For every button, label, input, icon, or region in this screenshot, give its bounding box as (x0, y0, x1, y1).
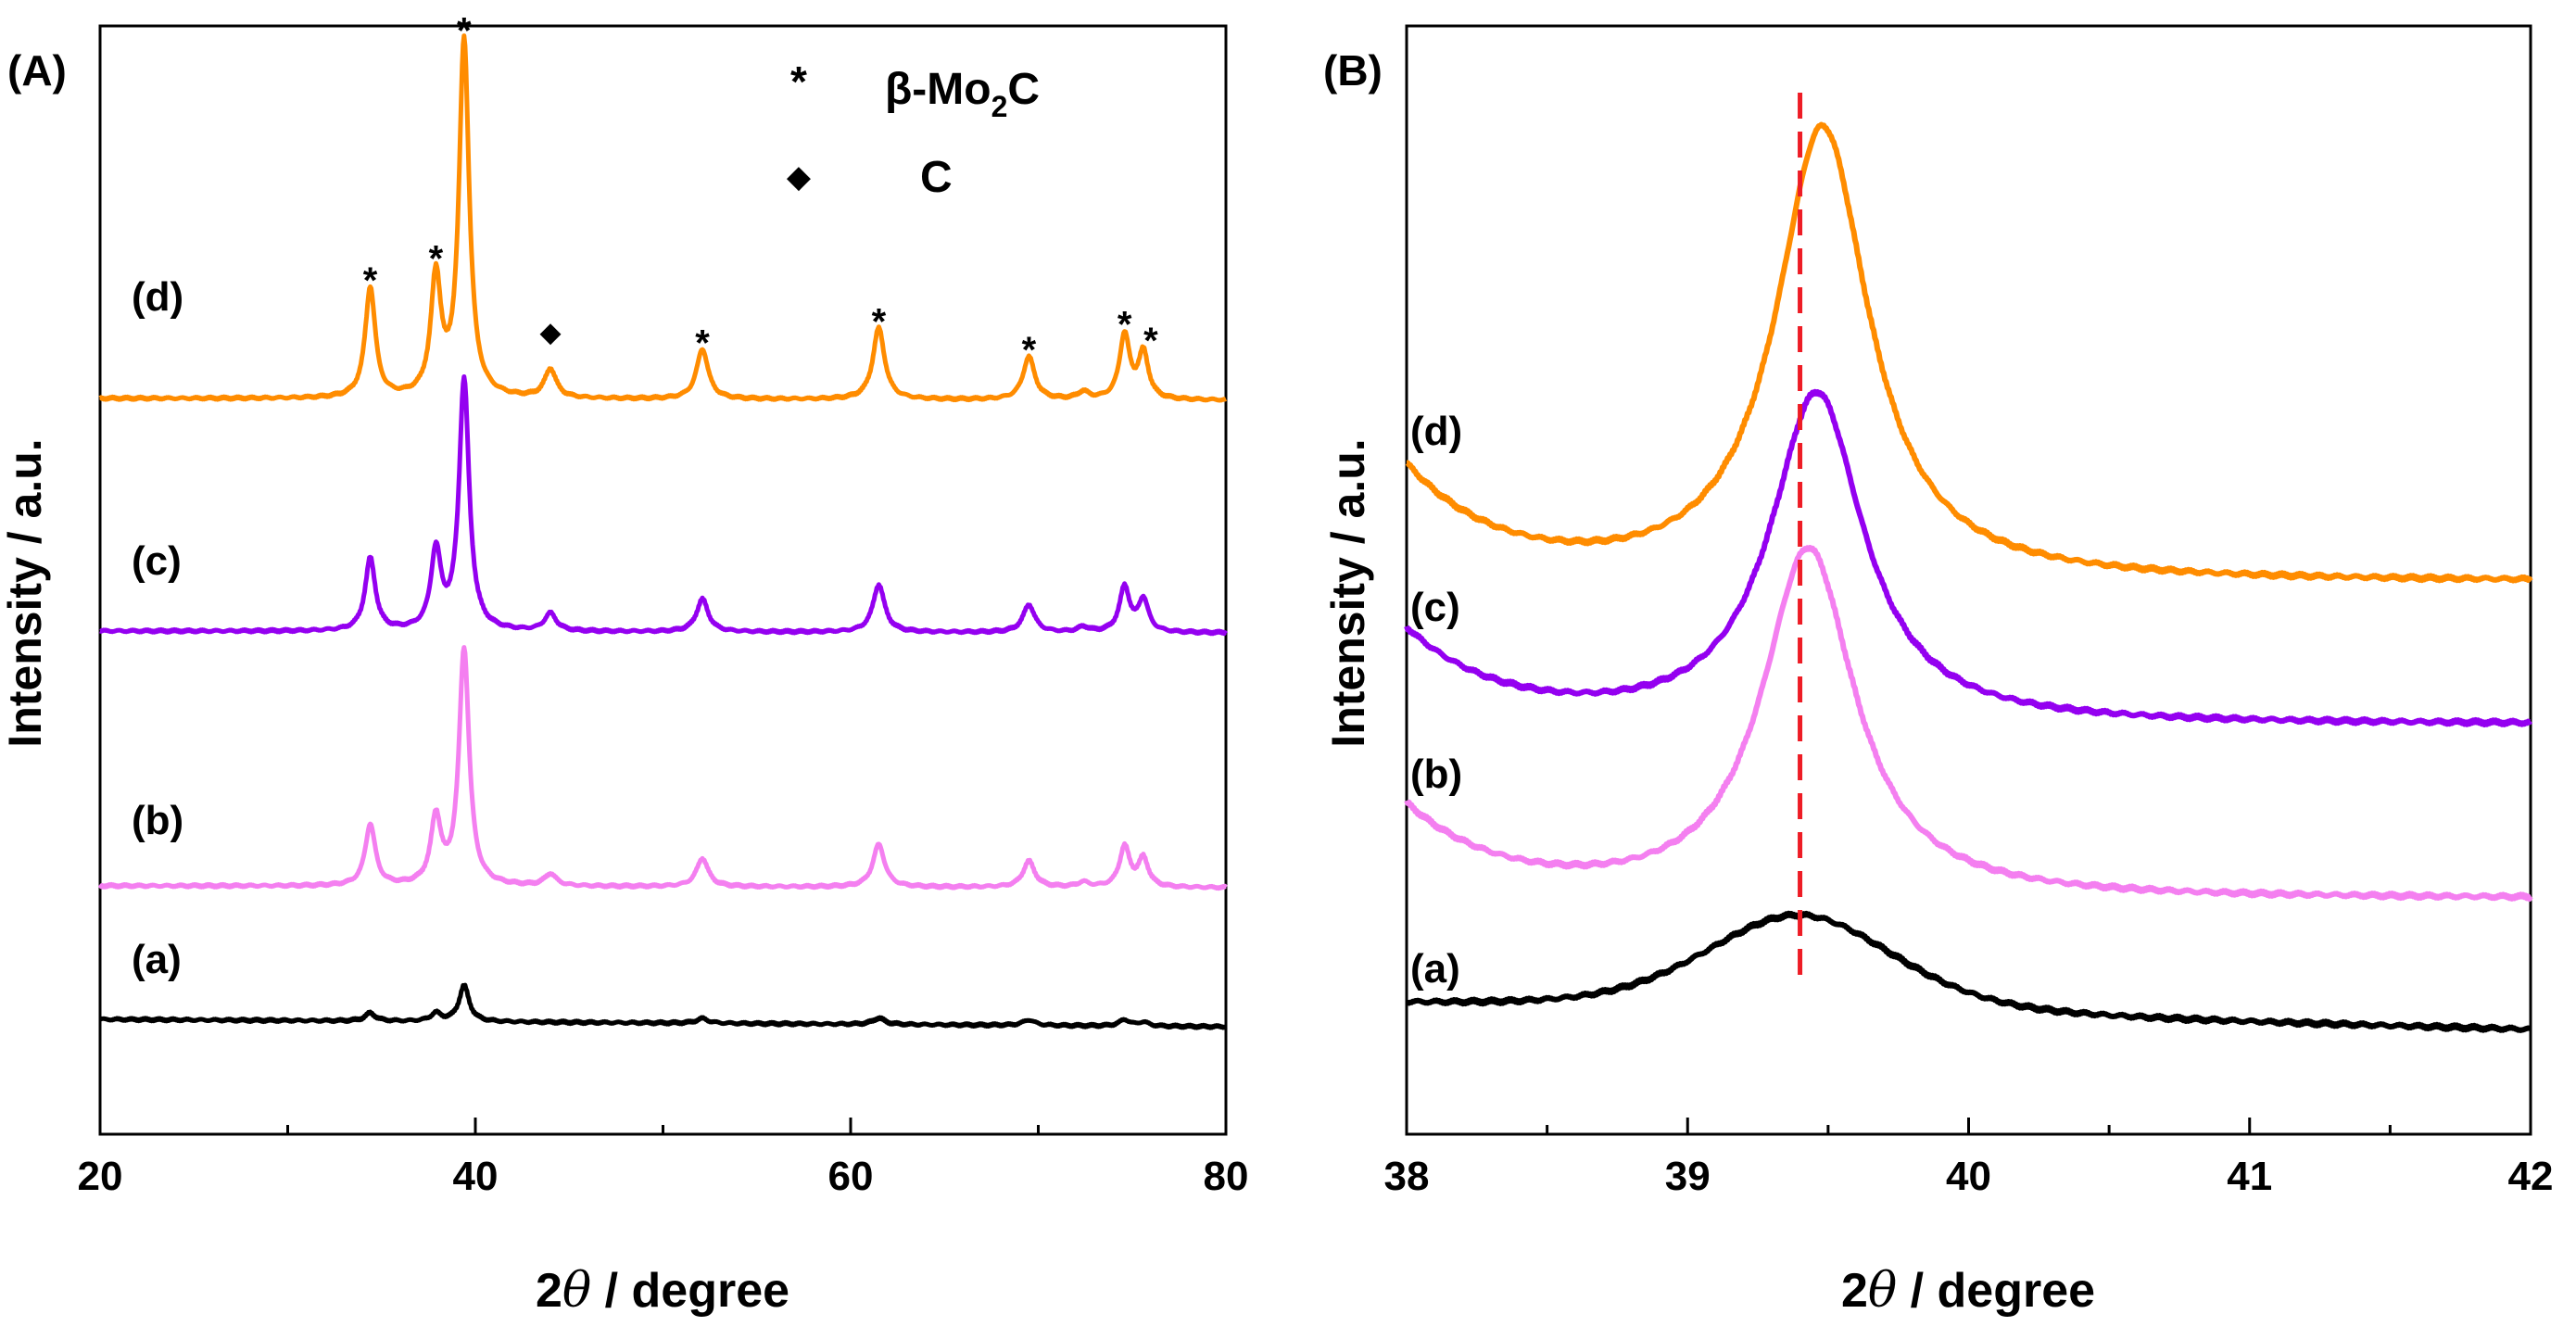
peak-marker-asterisk: * (695, 323, 710, 364)
peak-marker-asterisk: * (1143, 321, 1158, 361)
panel-a: (A) 20 40 60 80 Intensity / a.u. 2θ / degre… (0, 11, 1248, 1319)
panel-a-ylabel: Intensity / a.u. (0, 438, 51, 747)
series-line-2 (1404, 388, 2533, 727)
x-tick-label: 42 (2508, 1154, 2554, 1199)
series-label: (a) (1410, 946, 1460, 992)
x-tick-label: 80 (1204, 1154, 1249, 1199)
legend-diamond-symbol: ◆ (787, 159, 812, 195)
panel-a-ticks (98, 1118, 1228, 1134)
panel-b-series: (a) (b) (c) (d) (1404, 121, 2533, 1033)
series-label: (b) (132, 798, 183, 843)
panel-a-legend: * β-Mo2C ◆ C (787, 57, 1040, 202)
x-tick-label: 40 (453, 1154, 499, 1199)
series-label: (d) (1410, 409, 1462, 454)
peak-marker-asterisk: * (1118, 304, 1132, 345)
peak-marker-asterisk: * (457, 11, 472, 52)
legend-asterisk-symbol: * (790, 57, 807, 106)
series-label: (c) (1410, 585, 1460, 630)
peak-marker-asterisk: * (1022, 330, 1037, 371)
panel-a-frame (98, 24, 1228, 1136)
x-tick-label: 38 (1384, 1154, 1430, 1199)
panel-b-label: (B) (1323, 46, 1383, 95)
series-line-1 (97, 645, 1228, 891)
x-tick-label: 20 (78, 1154, 123, 1199)
panel-a-label: (A) (7, 46, 67, 95)
series-line-3 (1405, 121, 2533, 584)
legend-diamond-label: C (920, 153, 953, 202)
x-tick-label: 40 (1946, 1154, 1991, 1199)
panel-a-peak-markers: * * * ◆ * * * * * (363, 11, 1158, 371)
panel-b-xlabel: 2θ / degree (1841, 1263, 2095, 1319)
series-label: (d) (132, 274, 183, 320)
peak-marker-diamond: ◆ (539, 318, 561, 348)
series-label: (b) (1410, 752, 1462, 797)
panel-b-ticks (1405, 1118, 2532, 1134)
series-label: (c) (132, 538, 182, 584)
panel-a-series: (a) (b) (c) (d) (97, 33, 1228, 1030)
series-line-2 (98, 374, 1228, 637)
panel-b: (B) 38 39 40 41 42 Intensity / a.u. 2θ / deg… (1322, 24, 2554, 1319)
series-label: (a) (132, 937, 182, 982)
legend-asterisk-label: β-Mo2C (885, 65, 1040, 123)
panel-a-tick-labels: 20 40 60 80 (78, 1154, 1249, 1199)
series-line-3 (98, 33, 1228, 403)
x-tick-label: 39 (1665, 1154, 1711, 1199)
peak-marker-asterisk: * (872, 302, 887, 343)
peak-marker-asterisk: * (429, 238, 444, 279)
series-line-0 (98, 982, 1228, 1030)
series-line-0 (1405, 910, 2532, 1033)
panel-b-ylabel: Intensity / a.u. (1322, 438, 1374, 747)
panel-a-xlabel: 2θ / degree (536, 1263, 789, 1319)
panel-b-tick-labels: 38 39 40 41 42 (1384, 1154, 2554, 1199)
peak-marker-asterisk: * (363, 260, 378, 301)
x-tick-label: 60 (828, 1154, 874, 1199)
x-tick-label: 41 (2227, 1154, 2272, 1199)
series-line-1 (1404, 545, 2533, 903)
